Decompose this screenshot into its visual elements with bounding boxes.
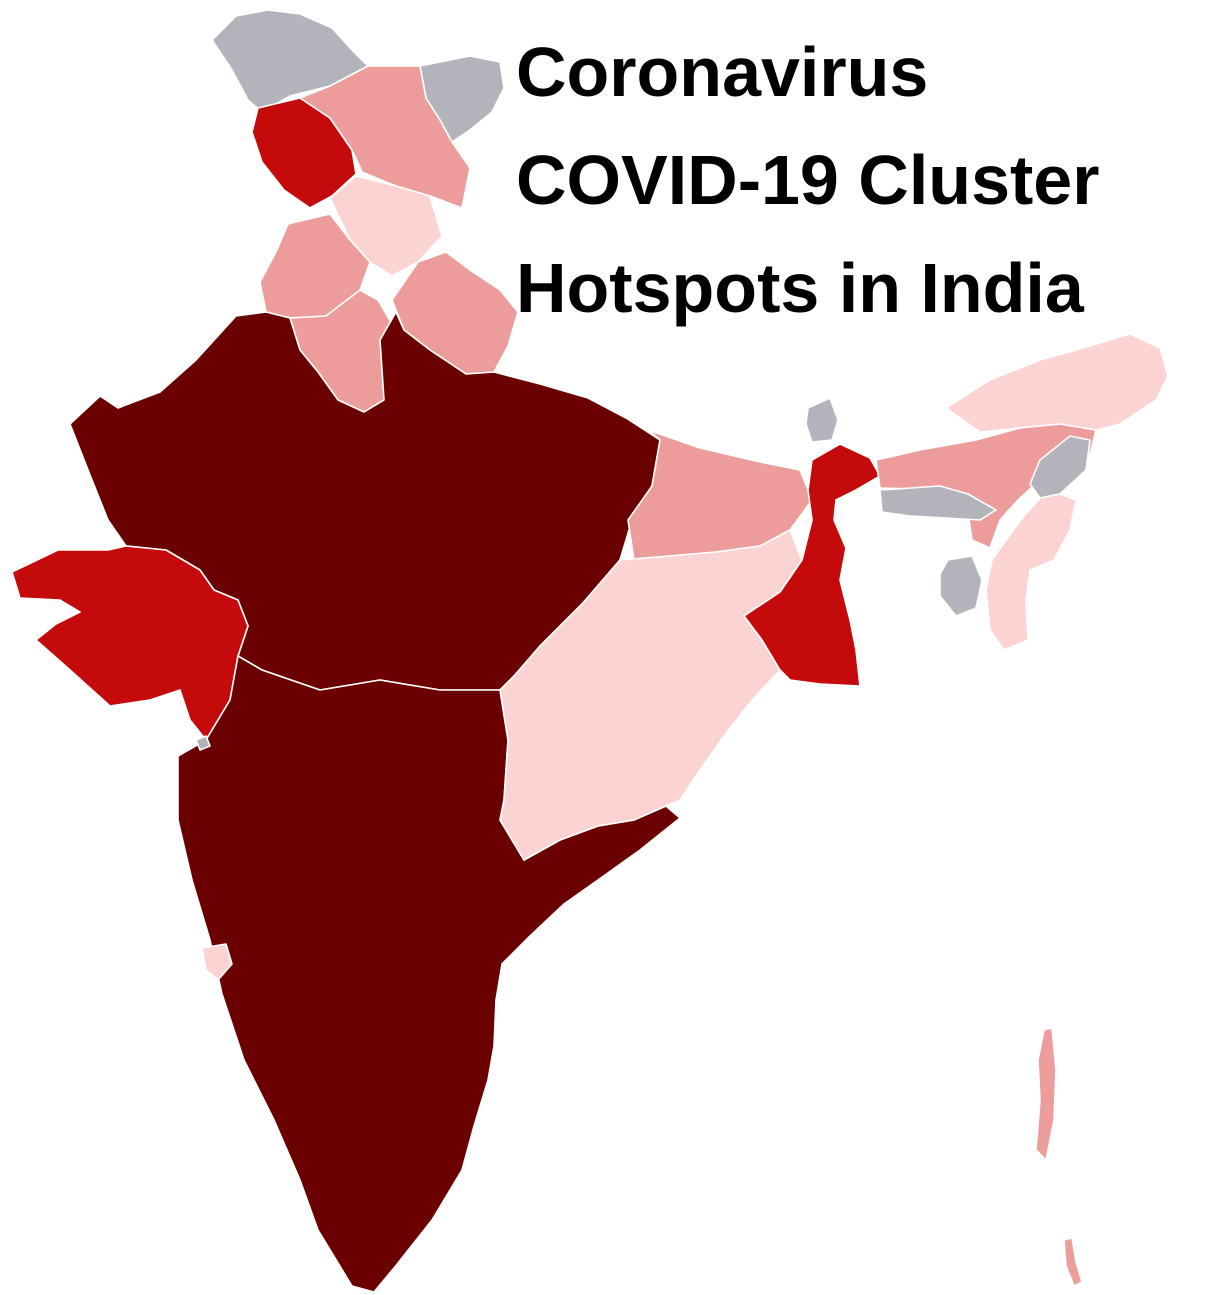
region-nicobar-islands [1063,1237,1083,1287]
region-maharashtra-south [177,655,681,1293]
region-arunachal-pradesh [945,333,1169,433]
region-tripura [939,555,983,617]
region-jh-cg-od [499,529,803,861]
region-meghalaya [879,485,997,521]
region-dadra-nagar-haveli [195,735,211,751]
title-line-2: COVID-19 Cluster [516,141,1100,219]
title-line-1: Coronavirus [516,33,929,111]
region-manipur-mizoram [985,493,1077,651]
region-sikkim [805,397,839,443]
region-ladakh [299,65,471,209]
title-line-3: Hotspots in India [516,249,1084,327]
map-title: Coronavirus COVID-19 Cluster Hotspots in… [516,18,1196,342]
region-west-bengal [743,443,881,687]
region-nagaland [1029,435,1091,499]
region-goa [201,943,233,981]
region-andaman-nicobar [1035,1027,1057,1161]
